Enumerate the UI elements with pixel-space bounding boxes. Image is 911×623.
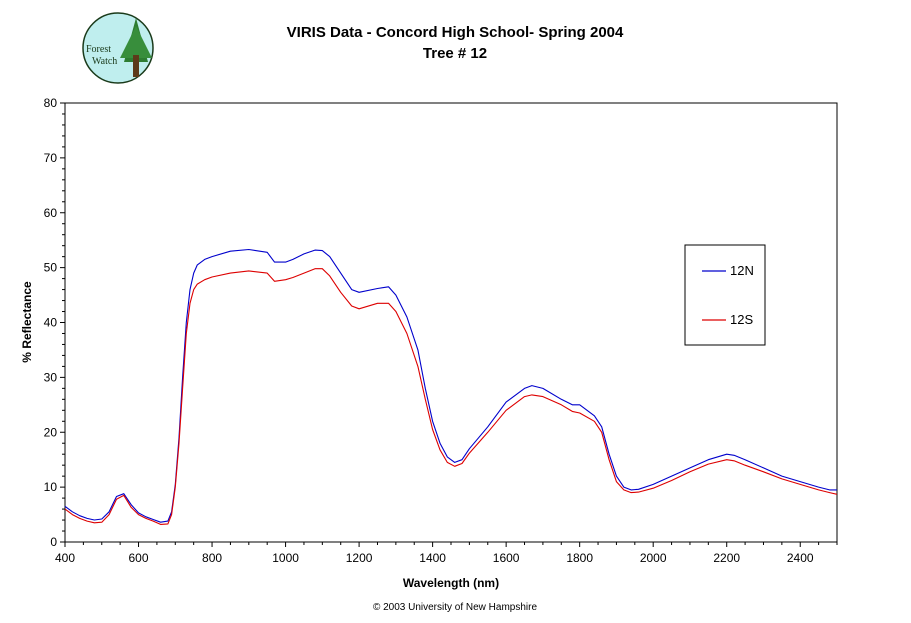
- y-tick-label: 20: [44, 425, 58, 439]
- x-tick-label: 600: [129, 551, 149, 565]
- x-tick-label: 1200: [346, 551, 373, 565]
- x-tick-label: 1800: [566, 551, 593, 565]
- series-group: [64, 248, 838, 525]
- legend: 12N 12S: [684, 244, 766, 346]
- y-tick-label: 50: [44, 261, 58, 275]
- y-tick-label: 0: [50, 535, 57, 549]
- series-line-12S: [64, 268, 838, 525]
- x-tick-label: 2000: [640, 551, 667, 565]
- x-tick-label: 1600: [493, 551, 520, 565]
- copyright-text: © 2003 University of New Hampshire: [373, 602, 538, 613]
- x-tick-label: 2200: [713, 551, 740, 565]
- y-tick-label: 70: [44, 151, 58, 165]
- y-tick-label: 60: [44, 206, 58, 220]
- y-tick-label: 80: [44, 96, 58, 110]
- x-tick-label: 1400: [419, 551, 446, 565]
- x-axis-label: Wavelength (nm): [403, 576, 499, 590]
- legend-box: [684, 244, 766, 346]
- legend-label-12S: 12S: [730, 312, 753, 327]
- series-line-12N: [64, 248, 837, 523]
- chart-title: VIRIS Data - Concord High School- Spring…: [287, 24, 624, 41]
- y-axis: 0 10 20 30 40 50 60 70 80: [44, 96, 65, 549]
- y-tick-label: 40: [44, 316, 58, 330]
- forest-watch-logo: Forest Watch: [82, 12, 154, 84]
- logo-text-line2: Watch: [92, 56, 117, 67]
- x-tick-label: 1000: [272, 551, 299, 565]
- x-tick-label: 400: [55, 551, 75, 565]
- x-axis: 400 600 800 1000 1200 1400 1600 1800 2000 2200 240…: [55, 542, 838, 565]
- chart-subtitle: Tree # 12: [423, 45, 487, 62]
- x-tick-label: 2400: [787, 551, 814, 565]
- y-axis-label: % Reflectance: [20, 281, 34, 363]
- x-tick-label: 800: [202, 551, 222, 565]
- y-tick-label: 30: [44, 370, 58, 384]
- logo-text-line1: Forest: [86, 44, 111, 55]
- legend-label-12N: 12N: [730, 263, 754, 278]
- y-tick-label: 10: [44, 480, 58, 494]
